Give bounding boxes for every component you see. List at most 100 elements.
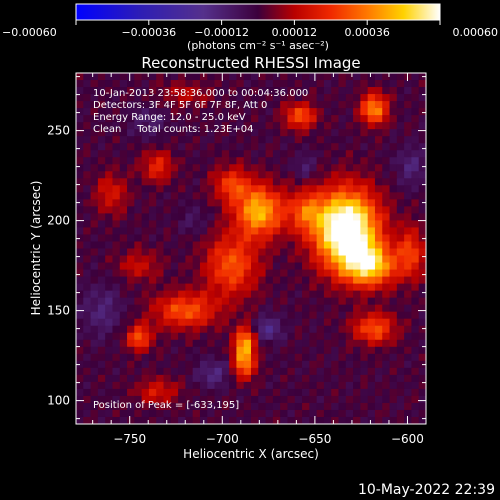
heatmap-cell <box>105 360 114 369</box>
heatmap-cell <box>199 171 208 179</box>
heatmap-cell <box>294 115 303 123</box>
heatmap-cell <box>112 136 121 144</box>
heatmap-cell <box>229 234 238 243</box>
heatmap-cell <box>345 374 354 383</box>
heatmap-cell <box>221 255 230 264</box>
heatmap-cell <box>309 304 318 313</box>
heatmap-cell <box>309 87 318 95</box>
heatmap-cell <box>374 150 383 158</box>
heatmap-cell <box>141 150 150 158</box>
heatmap-cell <box>141 283 150 292</box>
heatmap-cell <box>353 108 361 116</box>
heatmap-cell <box>148 332 157 341</box>
heatmap-cell <box>345 297 354 306</box>
heatmap-cell <box>338 206 347 214</box>
heatmap-cell <box>316 339 325 348</box>
heatmap-cell <box>156 80 165 88</box>
heatmap-cell <box>207 339 216 348</box>
heatmap-cell <box>83 255 92 264</box>
heatmap-cell <box>418 101 426 109</box>
heatmap-cell <box>251 269 259 278</box>
heatmap-cell <box>185 283 194 292</box>
heatmap-cell <box>214 311 223 320</box>
heatmap-cell <box>178 206 186 214</box>
heatmap-cell <box>280 192 289 200</box>
heatmap-cell <box>258 360 267 369</box>
annotation-energy-range: Energy Range: 12.0 - 25.0 keV <box>93 112 246 123</box>
heatmap-cell <box>141 227 150 236</box>
heatmap-cell <box>178 346 186 355</box>
heatmap-cell <box>214 164 223 172</box>
heatmap-cell <box>199 220 208 229</box>
x-tick-label: −650 <box>298 432 331 446</box>
heatmap-cell <box>83 129 92 137</box>
heatmap-cell <box>236 395 245 404</box>
heatmap-cell <box>258 332 267 341</box>
heatmap-cell <box>418 395 426 404</box>
heatmap-cell <box>90 248 99 257</box>
heatmap-cell <box>76 325 84 334</box>
heatmap-cell <box>243 143 252 151</box>
heatmap-cell <box>112 346 121 355</box>
heatmap-cell <box>367 87 376 95</box>
heatmap-cell <box>185 213 194 222</box>
heatmap-cell <box>236 269 245 278</box>
heatmap-cell <box>280 346 289 355</box>
heatmap-cell <box>353 360 361 369</box>
heatmap-cell <box>207 269 216 278</box>
heatmap-cell <box>141 311 150 320</box>
heatmap-cell <box>178 360 186 369</box>
heatmap-cell <box>404 276 413 285</box>
heatmap-cell <box>323 283 332 292</box>
heatmap-cell <box>287 241 296 250</box>
heatmap-cell <box>287 409 296 418</box>
heatmap-cell <box>258 297 267 306</box>
heatmap-cell <box>207 178 216 186</box>
heatmap-cell <box>287 255 296 264</box>
heatmap-cell <box>360 255 369 264</box>
heatmap-cell <box>323 185 332 193</box>
heatmap-cell <box>374 115 383 123</box>
heatmap-cell <box>134 101 143 109</box>
heatmap-cell <box>360 360 369 369</box>
heatmap-cell <box>105 185 114 193</box>
heatmap-cell <box>374 248 383 257</box>
heatmap-cell <box>112 311 121 320</box>
heatmap-cell <box>141 381 150 390</box>
heatmap-cell <box>156 94 165 102</box>
heatmap-cell <box>382 178 391 186</box>
heatmap-cell <box>404 94 413 102</box>
heatmap-cell <box>214 143 223 151</box>
heatmap-cell <box>199 227 208 236</box>
heatmap-cell <box>338 227 347 236</box>
heatmap-cell <box>411 402 420 411</box>
heatmap-cell <box>302 248 310 257</box>
heatmap-cell <box>119 318 128 327</box>
heatmap-cell <box>192 192 201 200</box>
heatmap-cell <box>170 171 179 179</box>
heatmap-cell <box>163 206 172 214</box>
heatmap-cell <box>389 283 398 292</box>
heatmap-cell <box>141 339 150 348</box>
heatmap-cell <box>294 87 303 95</box>
heatmap-cell <box>382 150 391 158</box>
heatmap-cell <box>411 388 420 397</box>
heatmap-cell <box>192 94 201 102</box>
heatmap-cell <box>345 360 354 369</box>
heatmap-cell <box>192 367 201 376</box>
heatmap-cell <box>367 248 376 257</box>
heatmap-cell <box>141 297 150 306</box>
heatmap-cell <box>418 150 426 158</box>
heatmap-cell <box>280 297 289 306</box>
heatmap-cell <box>309 409 318 418</box>
heatmap-cell <box>360 304 369 313</box>
heatmap-cell <box>76 150 84 158</box>
heatmap-cell <box>338 122 347 130</box>
heatmap-cell <box>141 199 150 207</box>
heatmap-cell <box>389 171 398 179</box>
heatmap-cell <box>360 150 369 158</box>
heatmap-cell <box>163 157 172 165</box>
heatmap-cell <box>127 192 135 200</box>
heatmap-cell <box>76 332 84 341</box>
